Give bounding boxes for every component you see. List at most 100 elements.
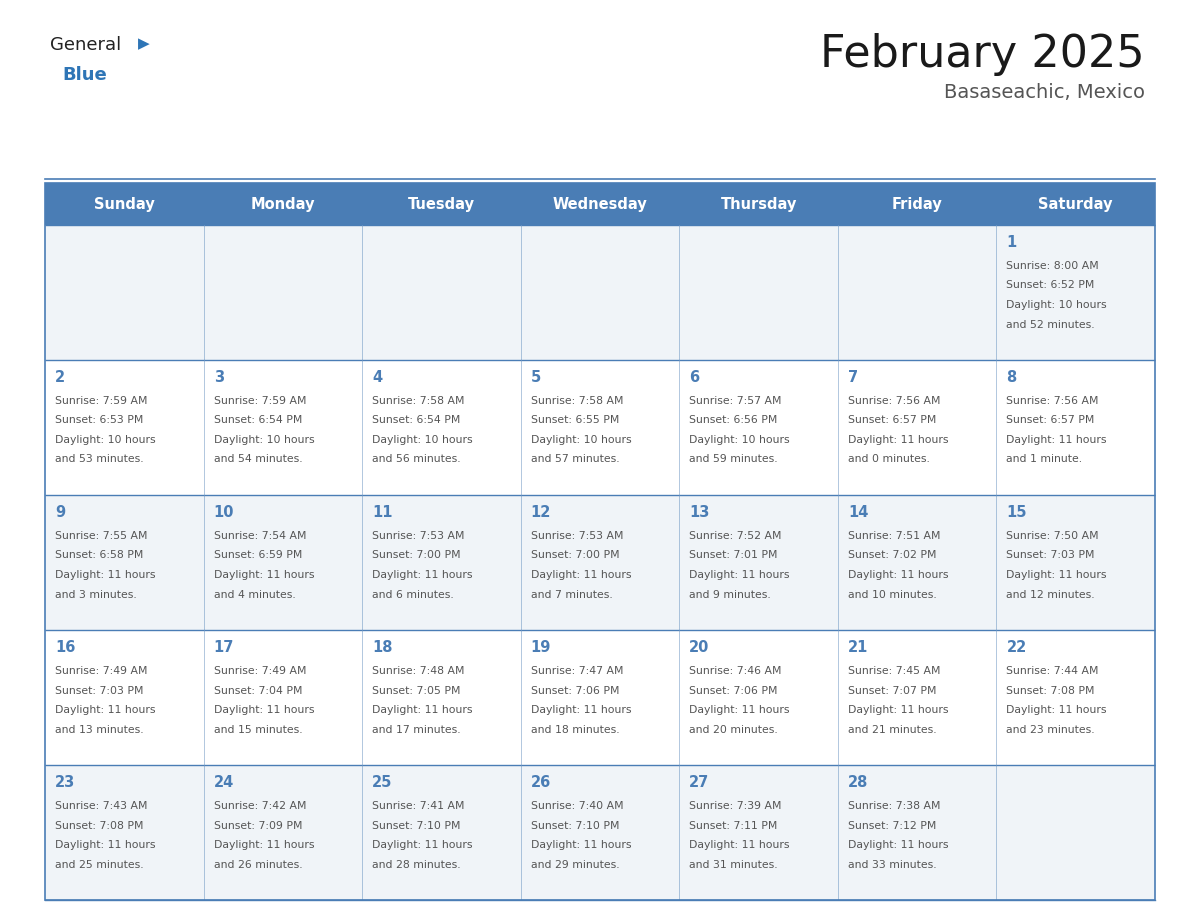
- Text: and 33 minutes.: and 33 minutes.: [848, 859, 936, 869]
- Text: and 31 minutes.: and 31 minutes.: [689, 859, 778, 869]
- Bar: [838, 225, 997, 360]
- Text: 13: 13: [689, 505, 709, 520]
- Text: Sunrise: 7:41 AM: Sunrise: 7:41 AM: [372, 801, 465, 811]
- Text: Sunrise: 7:42 AM: Sunrise: 7:42 AM: [214, 801, 307, 811]
- Bar: [362, 630, 520, 765]
- Text: Sunrise: 7:56 AM: Sunrise: 7:56 AM: [848, 396, 941, 406]
- Text: Sunset: 6:55 PM: Sunset: 6:55 PM: [531, 416, 619, 426]
- Text: Daylight: 11 hours: Daylight: 11 hours: [214, 570, 314, 580]
- Text: Sunset: 7:03 PM: Sunset: 7:03 PM: [1006, 551, 1095, 561]
- Bar: [203, 495, 362, 630]
- Text: Sunrise: 7:46 AM: Sunrise: 7:46 AM: [689, 666, 782, 676]
- Text: and 9 minutes.: and 9 minutes.: [689, 589, 771, 599]
- Bar: [45, 360, 203, 495]
- Text: Sunset: 7:09 PM: Sunset: 7:09 PM: [214, 821, 302, 831]
- Text: Sunset: 6:52 PM: Sunset: 6:52 PM: [1006, 281, 1095, 290]
- Bar: [362, 495, 520, 630]
- Bar: [680, 630, 838, 765]
- Text: Sunrise: 7:58 AM: Sunrise: 7:58 AM: [372, 396, 465, 406]
- Text: 7: 7: [848, 370, 858, 385]
- Text: 26: 26: [531, 775, 551, 790]
- Bar: [45, 183, 203, 225]
- Text: 4: 4: [372, 370, 383, 385]
- Text: and 56 minutes.: and 56 minutes.: [372, 454, 461, 465]
- Text: Sunrise: 7:59 AM: Sunrise: 7:59 AM: [214, 396, 307, 406]
- Text: 17: 17: [214, 640, 234, 655]
- Text: and 10 minutes.: and 10 minutes.: [848, 589, 936, 599]
- Text: Daylight: 11 hours: Daylight: 11 hours: [848, 570, 948, 580]
- Text: 1: 1: [1006, 235, 1017, 250]
- Text: Sunrise: 7:58 AM: Sunrise: 7:58 AM: [531, 396, 624, 406]
- Text: Wednesday: Wednesday: [552, 196, 647, 211]
- Text: 24: 24: [214, 775, 234, 790]
- Bar: [838, 630, 997, 765]
- Bar: [520, 495, 680, 630]
- Text: 2: 2: [55, 370, 65, 385]
- Text: Sunset: 7:04 PM: Sunset: 7:04 PM: [214, 686, 302, 696]
- Text: and 59 minutes.: and 59 minutes.: [689, 454, 778, 465]
- Text: Sunset: 7:06 PM: Sunset: 7:06 PM: [689, 686, 778, 696]
- Text: General: General: [50, 36, 121, 54]
- Text: 23: 23: [55, 775, 75, 790]
- Text: Sunset: 6:53 PM: Sunset: 6:53 PM: [55, 416, 144, 426]
- Text: 25: 25: [372, 775, 392, 790]
- Text: and 54 minutes.: and 54 minutes.: [214, 454, 302, 465]
- Text: 21: 21: [848, 640, 868, 655]
- Text: 20: 20: [689, 640, 709, 655]
- Text: Saturday: Saturday: [1038, 196, 1113, 211]
- Text: February 2025: February 2025: [821, 33, 1145, 76]
- Text: Sunset: 6:57 PM: Sunset: 6:57 PM: [848, 416, 936, 426]
- Text: Sunset: 7:03 PM: Sunset: 7:03 PM: [55, 686, 144, 696]
- Text: Sunset: 7:08 PM: Sunset: 7:08 PM: [1006, 686, 1095, 696]
- Text: 6: 6: [689, 370, 700, 385]
- Text: Sunrise: 7:49 AM: Sunrise: 7:49 AM: [214, 666, 307, 676]
- Text: Sunset: 6:59 PM: Sunset: 6:59 PM: [214, 551, 302, 561]
- Text: 10: 10: [214, 505, 234, 520]
- Text: Sunset: 7:10 PM: Sunset: 7:10 PM: [372, 821, 461, 831]
- Text: and 6 minutes.: and 6 minutes.: [372, 589, 454, 599]
- Text: and 15 minutes.: and 15 minutes.: [214, 724, 302, 734]
- Text: Sunrise: 7:55 AM: Sunrise: 7:55 AM: [55, 531, 147, 541]
- Text: Sunrise: 7:48 AM: Sunrise: 7:48 AM: [372, 666, 465, 676]
- Text: 22: 22: [1006, 640, 1026, 655]
- Text: Daylight: 10 hours: Daylight: 10 hours: [214, 435, 314, 445]
- Text: 11: 11: [372, 505, 393, 520]
- Text: Daylight: 11 hours: Daylight: 11 hours: [531, 570, 631, 580]
- Text: 12: 12: [531, 505, 551, 520]
- Text: Daylight: 11 hours: Daylight: 11 hours: [214, 705, 314, 715]
- Text: Daylight: 11 hours: Daylight: 11 hours: [689, 705, 790, 715]
- Bar: [520, 225, 680, 360]
- Text: Daylight: 11 hours: Daylight: 11 hours: [848, 840, 948, 850]
- Text: Daylight: 11 hours: Daylight: 11 hours: [214, 840, 314, 850]
- Text: 28: 28: [848, 775, 868, 790]
- Text: Daylight: 11 hours: Daylight: 11 hours: [372, 840, 473, 850]
- Text: and 21 minutes.: and 21 minutes.: [848, 724, 936, 734]
- Text: Tuesday: Tuesday: [407, 196, 475, 211]
- Bar: [997, 360, 1155, 495]
- Text: and 23 minutes.: and 23 minutes.: [1006, 724, 1095, 734]
- Bar: [838, 183, 997, 225]
- Text: Daylight: 11 hours: Daylight: 11 hours: [1006, 570, 1107, 580]
- Text: Sunrise: 8:00 AM: Sunrise: 8:00 AM: [1006, 261, 1099, 271]
- Text: Blue: Blue: [62, 66, 107, 84]
- Text: Sunset: 7:10 PM: Sunset: 7:10 PM: [531, 821, 619, 831]
- Bar: [520, 765, 680, 900]
- Text: Sunrise: 7:38 AM: Sunrise: 7:38 AM: [848, 801, 941, 811]
- Text: Daylight: 10 hours: Daylight: 10 hours: [531, 435, 631, 445]
- Bar: [45, 183, 1155, 900]
- Bar: [838, 495, 997, 630]
- Text: Sunrise: 7:40 AM: Sunrise: 7:40 AM: [531, 801, 624, 811]
- Bar: [997, 495, 1155, 630]
- Text: Sunrise: 7:44 AM: Sunrise: 7:44 AM: [1006, 666, 1099, 676]
- Text: 5: 5: [531, 370, 541, 385]
- Text: Daylight: 11 hours: Daylight: 11 hours: [1006, 435, 1107, 445]
- Text: Sunset: 6:54 PM: Sunset: 6:54 PM: [214, 416, 302, 426]
- Text: and 17 minutes.: and 17 minutes.: [372, 724, 461, 734]
- Text: 27: 27: [689, 775, 709, 790]
- Text: Sunset: 7:08 PM: Sunset: 7:08 PM: [55, 821, 144, 831]
- Text: Daylight: 10 hours: Daylight: 10 hours: [1006, 300, 1107, 310]
- Text: Sunrise: 7:43 AM: Sunrise: 7:43 AM: [55, 801, 147, 811]
- Text: Daylight: 10 hours: Daylight: 10 hours: [55, 435, 156, 445]
- Bar: [362, 183, 520, 225]
- Bar: [997, 183, 1155, 225]
